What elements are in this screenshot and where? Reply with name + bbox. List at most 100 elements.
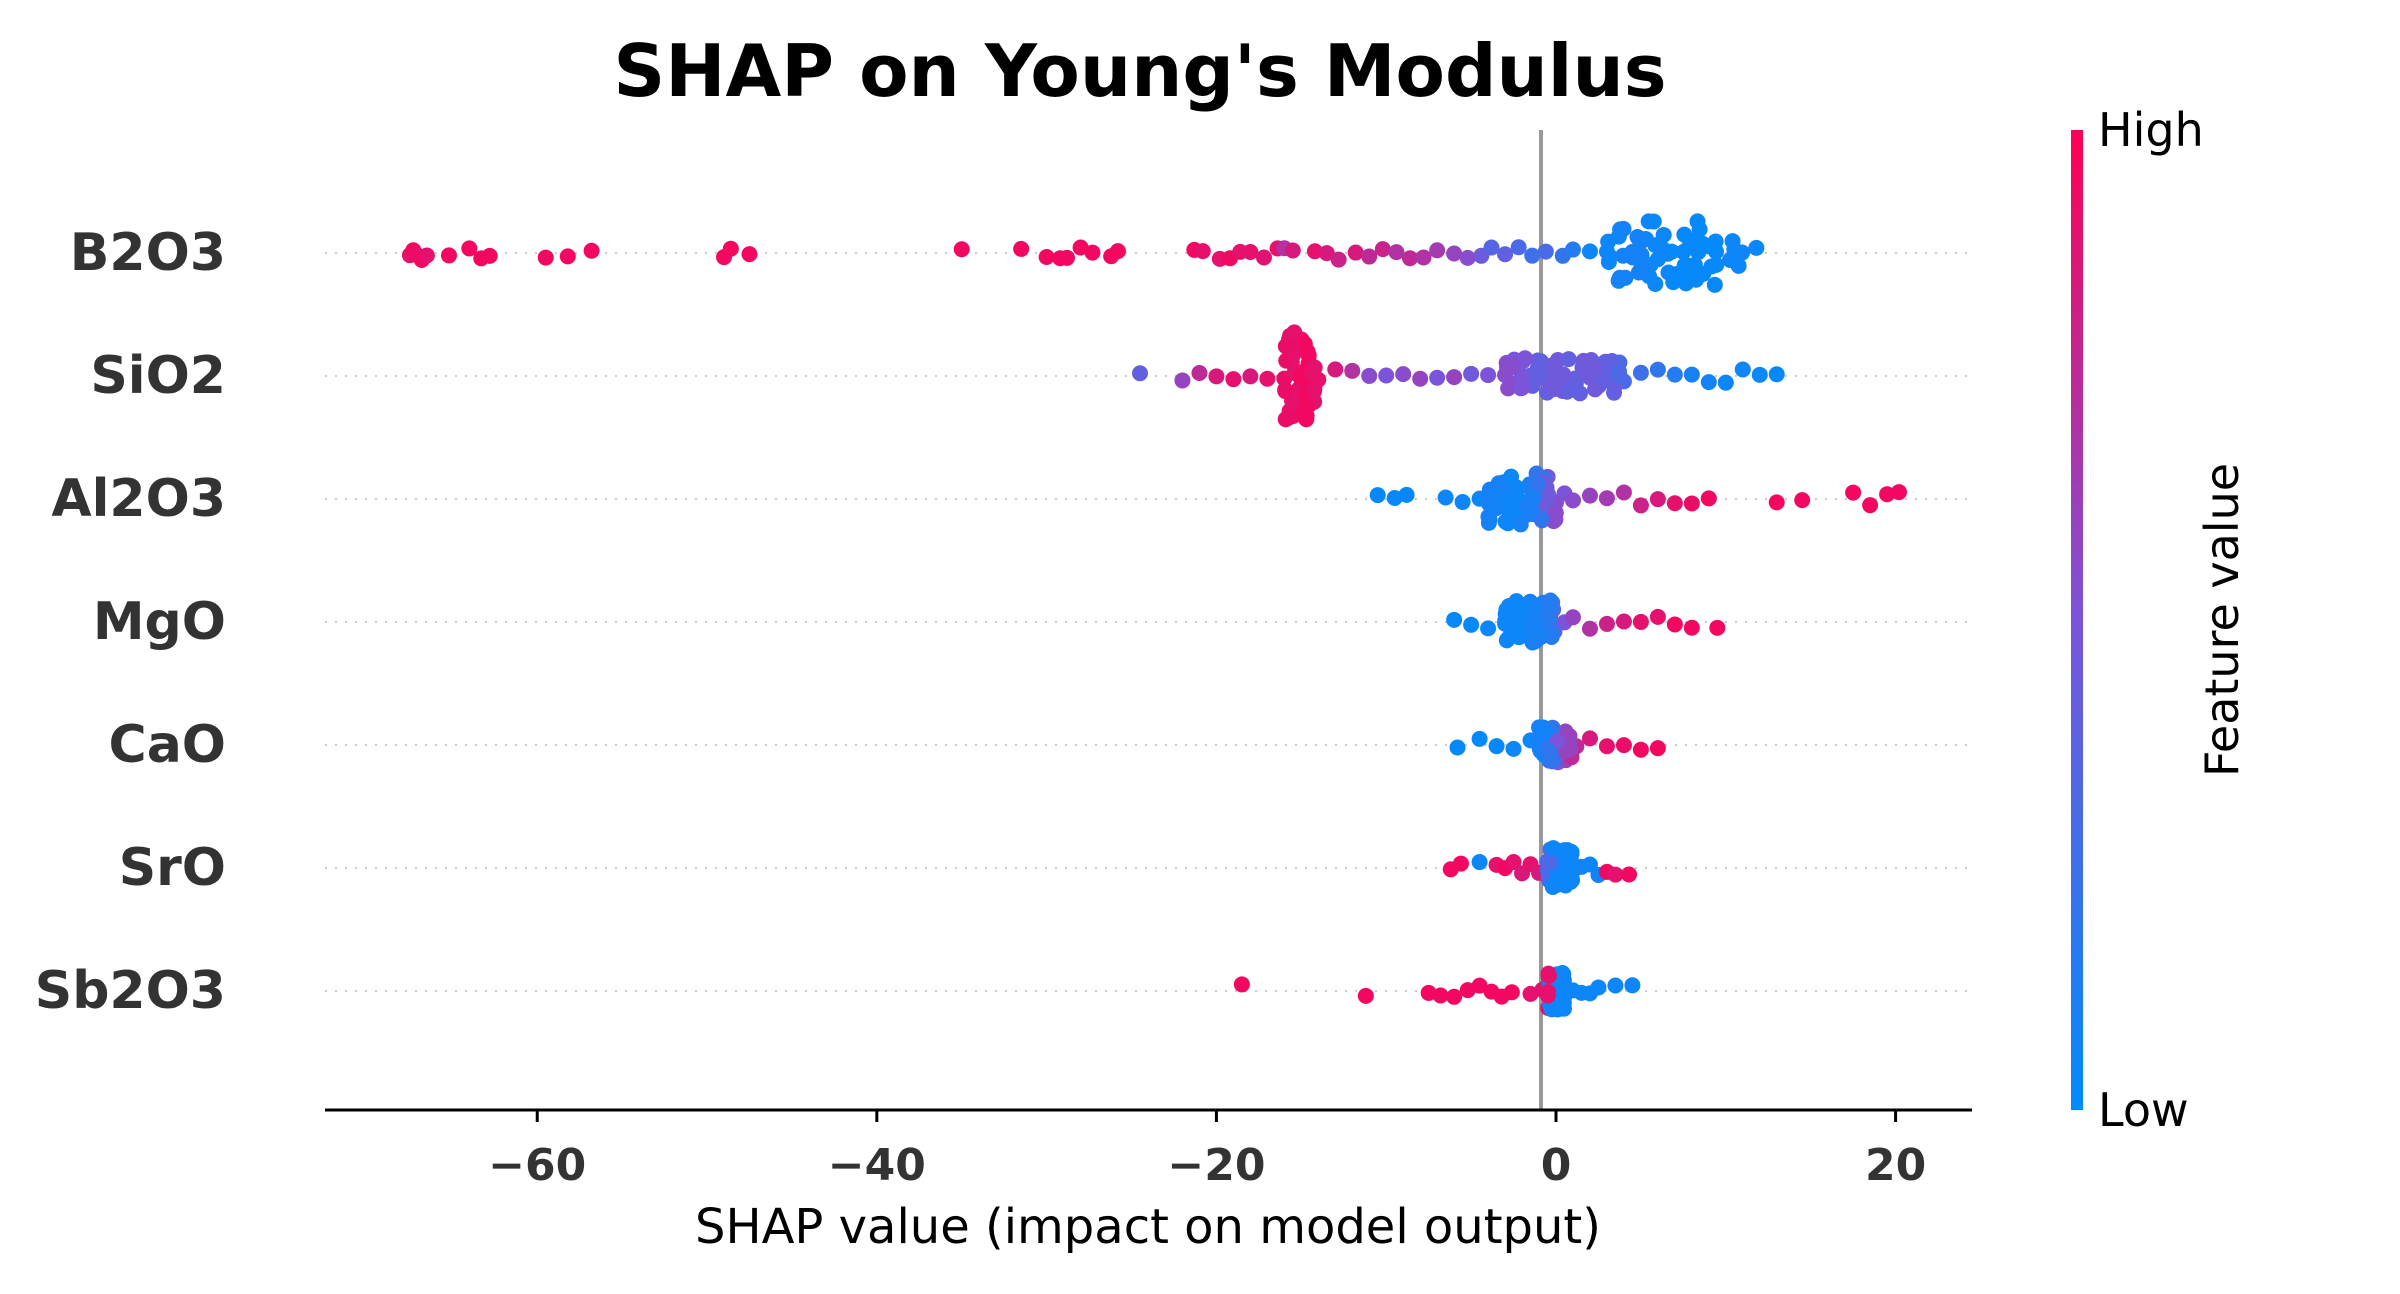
shap-point-mgo — [1709, 619, 1726, 636]
shap-point-sb2o3 — [1540, 967, 1557, 984]
shap-point-sio2 — [1225, 371, 1242, 388]
shap-point-mgo — [1666, 616, 1683, 633]
shap-point-sio2 — [1306, 381, 1323, 398]
shap-point-mgo — [1524, 616, 1541, 633]
shap-point-sb2o3 — [1503, 984, 1520, 1001]
shap-point-sio2 — [1734, 361, 1751, 378]
feature-label-al2o3: Al2O3 — [51, 469, 226, 529]
shap-point-cao — [1581, 730, 1598, 747]
shap-point-b2o3 — [1388, 244, 1405, 261]
shap-point-al2o3 — [1768, 494, 1785, 511]
x-tick-label: −20 — [1167, 1140, 1265, 1191]
shap-point-b2o3 — [1347, 244, 1364, 261]
shap-point-sio2 — [1279, 410, 1296, 427]
shap-point-sio2 — [1412, 370, 1429, 387]
shap-point-mgo — [1632, 613, 1649, 630]
shap-point-b2o3 — [559, 248, 576, 265]
x-tick-label: 0 — [1541, 1140, 1572, 1191]
shap-point-sio2 — [1279, 337, 1296, 354]
shap-point-b2o3 — [1446, 245, 1463, 262]
shap-point-mgo — [1598, 615, 1615, 632]
shap-point-mgo — [1463, 616, 1480, 633]
shap-point-sio2 — [1575, 352, 1592, 369]
shap-point-sro — [1542, 854, 1559, 871]
shap-point-sio2 — [1344, 362, 1361, 379]
shap-point-b2o3 — [1628, 243, 1645, 260]
shap-point-mgo — [1500, 630, 1517, 647]
shap-point-sio2 — [1286, 324, 1303, 341]
shap-point-sb2o3 — [1233, 976, 1250, 993]
shap-point-sb2o3 — [1420, 984, 1437, 1001]
shap-point-sio2 — [1567, 375, 1584, 392]
shap-point-b2o3 — [418, 247, 435, 264]
shap-point-sb2o3 — [1539, 987, 1556, 1004]
shap-point-al2o3 — [1480, 514, 1497, 531]
shap-point-al2o3 — [1890, 484, 1907, 501]
shap-point-b2o3 — [1510, 239, 1527, 256]
shap-point-sb2o3 — [1471, 977, 1488, 994]
shap-point-b2o3 — [1633, 259, 1650, 276]
shap-point-b2o3 — [1734, 244, 1751, 261]
shap-point-sio2 — [1208, 368, 1225, 385]
shap-point-sb2o3 — [1624, 977, 1641, 994]
feature-label-cao: CaO — [109, 715, 226, 775]
shap-point-cao — [1488, 738, 1505, 755]
shap-point-b2o3 — [1694, 235, 1711, 252]
shap-point-sio2 — [1560, 351, 1577, 368]
feature-label-sio2: SiO2 — [90, 346, 226, 406]
shap-point-al2o3 — [1437, 489, 1454, 506]
shap-point-al2o3 — [1632, 497, 1649, 514]
x-tick-label: −40 — [828, 1140, 926, 1191]
shap-point-b2o3 — [440, 247, 457, 264]
shap-point-b2o3 — [583, 242, 600, 259]
colorbar-title: Feature value — [2195, 463, 2249, 777]
colorbar-low-label: Low — [2098, 1083, 2189, 1137]
shap-point-b2o3 — [1748, 239, 1765, 256]
shap-point-al2o3 — [1666, 495, 1683, 512]
shap-point-al2o3 — [1683, 495, 1700, 512]
shap-point-al2o3 — [1615, 484, 1632, 501]
shap-point-b2o3 — [1724, 233, 1741, 250]
shap-point-b2o3 — [1361, 248, 1378, 265]
shap-point-sro — [1621, 866, 1638, 883]
shap-point-sio2 — [1132, 365, 1149, 382]
shap-point-sio2 — [1298, 397, 1315, 414]
shap-point-al2o3 — [1508, 479, 1525, 496]
shap-point-mgo — [1615, 613, 1632, 630]
shap-point-cao — [1505, 740, 1522, 757]
feature-label-sro: SrO — [119, 838, 226, 898]
shap-point-b2o3 — [722, 240, 739, 257]
shap-point-cao — [1598, 738, 1615, 755]
shap-point-al2o3 — [1529, 475, 1546, 492]
shap-point-b2o3 — [1707, 233, 1724, 250]
shap-point-b2o3 — [1194, 243, 1211, 260]
shap-point-sio2 — [1606, 384, 1623, 401]
shap-point-b2o3 — [1663, 243, 1680, 260]
shap-point-al2o3 — [1369, 487, 1386, 504]
shap-point-cao — [1632, 741, 1649, 758]
shap-point-sio2 — [1768, 366, 1785, 383]
shap-point-b2o3 — [1084, 244, 1101, 261]
shap-point-mgo — [1497, 606, 1514, 623]
shap-point-sb2o3 — [1555, 995, 1572, 1012]
shap-point-sio2 — [1649, 361, 1666, 378]
shap-point-sio2 — [1529, 352, 1546, 369]
shap-point-mgo — [1480, 620, 1497, 637]
shap-point-al2o3 — [1879, 486, 1896, 503]
shap-point-sro — [1471, 854, 1488, 871]
shap-point-al2o3 — [1649, 491, 1666, 508]
shap-point-sb2o3 — [1590, 979, 1607, 996]
shap-point-sb2o3 — [1357, 987, 1374, 1004]
shap-point-sio2 — [1306, 359, 1323, 376]
shap-point-sio2 — [1242, 368, 1259, 385]
chart-title: SHAP on Young's Modulus — [613, 29, 1666, 113]
shap-point-sio2 — [1717, 374, 1734, 391]
shap-point-b2o3 — [1730, 257, 1747, 274]
shap-point-sio2 — [1259, 370, 1276, 387]
shap-point-cao — [1537, 723, 1554, 740]
shap-point-sio2 — [1429, 369, 1446, 386]
shap-point-sio2 — [1683, 366, 1700, 383]
shap-point-b2o3 — [1615, 247, 1632, 264]
